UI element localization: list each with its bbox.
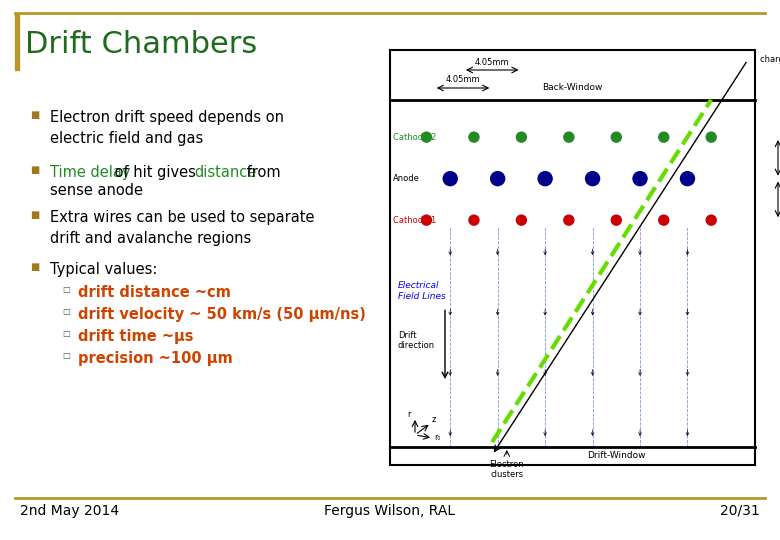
Circle shape [421,215,431,225]
Text: Typical values:: Typical values: [50,262,158,277]
Circle shape [612,132,622,142]
Text: from: from [242,165,281,180]
Text: Electron drift speed depends on
electric field and gas: Electron drift speed depends on electric… [50,110,284,146]
Circle shape [706,132,716,142]
Circle shape [706,215,716,225]
Text: Anode: Anode [393,174,420,183]
Text: of hit gives: of hit gives [110,165,200,180]
Circle shape [633,172,647,186]
Circle shape [469,215,479,225]
Text: Drift-Window: Drift-Window [587,451,646,460]
Circle shape [421,132,431,142]
Text: Extra wires can be used to separate
drift and avalanche regions: Extra wires can be used to separate drif… [50,210,314,246]
Bar [15,13,19,70]
Text: Cathode 1: Cathode 1 [393,215,436,225]
Circle shape [564,215,574,225]
Text: ■: ■ [30,262,39,272]
Text: Drift
direction: Drift direction [398,331,435,350]
Text: Electron
clusters: Electron clusters [490,460,524,480]
Text: drift time ~μs: drift time ~μs [78,329,193,344]
Text: drift distance ~cm: drift distance ~cm [78,285,231,300]
Text: ■: ■ [30,210,39,220]
Text: 4.05mm: 4.05mm [445,75,480,84]
Text: 2nd May 2014: 2nd May 2014 [20,504,119,518]
Circle shape [516,132,526,142]
Text: □: □ [62,285,70,294]
Circle shape [516,215,526,225]
Bar [390,50,755,465]
Text: ■: ■ [30,110,39,120]
Text: □: □ [62,307,70,316]
Text: precision ~100 μm: precision ~100 μm [78,351,232,366]
Circle shape [612,215,622,225]
Circle shape [680,172,694,186]
Circle shape [659,215,668,225]
Text: r: r [407,410,410,419]
Circle shape [491,172,505,186]
Circle shape [443,172,457,186]
Text: Electrical
Field Lines: Electrical Field Lines [398,281,445,301]
Text: Fergus Wilson, RAL: Fergus Wilson, RAL [324,504,456,518]
Circle shape [659,132,668,142]
Text: charged track: charged track [760,55,780,64]
Text: ■: ■ [30,165,39,175]
Text: r₀: r₀ [434,433,441,442]
Text: □: □ [62,351,70,360]
Text: □: □ [62,329,70,338]
Text: distance: distance [194,165,257,180]
Text: 20/31: 20/31 [720,504,760,518]
Circle shape [469,132,479,142]
Text: Cathode 2: Cathode 2 [393,133,436,141]
Circle shape [564,132,574,142]
Text: Back-Window: Back-Window [542,83,603,92]
Text: sense anode: sense anode [50,183,143,198]
Text: Drift Chambers: Drift Chambers [25,30,257,59]
Text: 4.05mm: 4.05mm [475,58,509,67]
Circle shape [538,172,552,186]
Text: Time delay: Time delay [50,165,130,180]
Circle shape [586,172,600,186]
Text: drift velocity ~ 50 km/s (50 μm/ns): drift velocity ~ 50 km/s (50 μm/ns) [78,307,366,322]
Text: z: z [432,415,436,424]
